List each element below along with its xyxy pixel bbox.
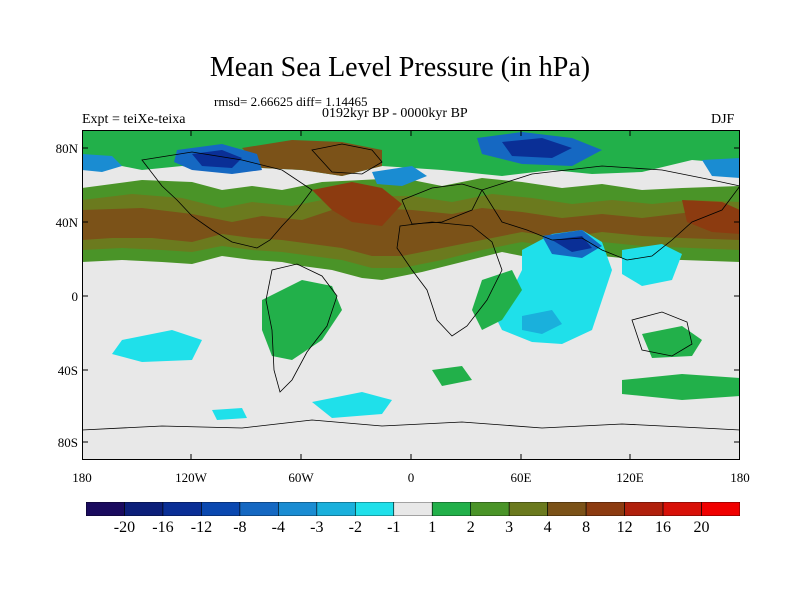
map-title: Mean Sea Level Pressure (in hPa) (209, 52, 591, 83)
colorbar-label: -8 (233, 519, 247, 536)
colorbar-label: -12 (190, 519, 213, 536)
colorbar-swatch (162, 502, 202, 516)
lat-tick-40s: 40S (57, 363, 78, 378)
colorbar-label: -1 (387, 519, 401, 536)
lat-tick-80n: 80N (55, 141, 78, 156)
north-america-outline (141, 151, 313, 249)
australia-outline (631, 311, 693, 357)
colorbar-label: 20 (693, 519, 710, 536)
colorbar-label: 1 (428, 519, 437, 536)
colorbar-label: -20 (113, 519, 136, 536)
colorbar-label: 12 (616, 519, 633, 536)
colorbar-label: -2 (348, 519, 362, 536)
lat-tick-40n: 40N (55, 215, 78, 230)
colorbar-swatch (470, 502, 510, 516)
colorbar-swatch (201, 502, 241, 516)
colorbar-swatch (354, 502, 395, 516)
axis-ticks (82, 130, 740, 460)
southern-hemisphere-features (112, 280, 740, 420)
colorbar-label: 3 (505, 519, 514, 536)
colorbar-label: 8 (582, 519, 591, 536)
lon-tick-120e: 120E (616, 470, 644, 485)
colorbar-label: -16 (152, 519, 174, 536)
africa-outline (396, 221, 503, 337)
south-america-outline (265, 263, 338, 393)
experiment-label: Expt = teiXe-teixa (82, 112, 186, 127)
lon-tick-60w: 60W (288, 470, 314, 485)
lon-tick-180e: 180 (730, 470, 750, 485)
colorbar-label: 2 (466, 519, 475, 536)
period-label: 0192kyr BP - 0000kyr BP (322, 106, 468, 121)
greenland-outline (311, 143, 383, 175)
indian-ocean-anomaly (472, 230, 682, 344)
colorbar-swatch (547, 502, 587, 516)
low-pressure-centers (82, 132, 740, 186)
colorbar-label: 16 (655, 519, 672, 536)
colorbar-swatch (393, 502, 433, 516)
pressure-anomaly-map (82, 130, 740, 460)
colorbar-swatch (124, 502, 164, 516)
colorbar-swatch (316, 502, 356, 516)
antarctica-outline (82, 419, 740, 431)
colorbar-swatch (662, 502, 702, 516)
season-label: DJF (711, 112, 735, 127)
lon-tick-180w: 180 (72, 470, 92, 485)
lat-tick-80s: 80S (57, 435, 78, 450)
coastlines (82, 143, 740, 431)
lon-tick-0: 0 (407, 470, 415, 485)
rmsd-diff-stats: rmsd= 2.66625 diff= 1.14465 (214, 94, 368, 109)
lon-tick-120w: 120W (175, 470, 207, 485)
colorbar-swatch (701, 502, 740, 516)
asia-outline (481, 165, 740, 261)
colorbar-swatch (86, 502, 125, 516)
colorbar-swatch (585, 502, 625, 516)
colorbar-label: -3 (310, 519, 324, 536)
lat-tick-0: 0 (71, 289, 79, 304)
colorbar-label: -4 (271, 519, 285, 536)
colorbar (86, 502, 740, 516)
colorbar-swatch (624, 502, 664, 516)
lon-tick-60e: 60E (510, 470, 532, 485)
colorbar-swatch (431, 502, 472, 516)
colorbar-swatch (508, 502, 548, 516)
colorbar-swatch (278, 502, 318, 516)
colorbar-swatch (239, 502, 279, 516)
colorbar-label: 4 (543, 519, 552, 536)
